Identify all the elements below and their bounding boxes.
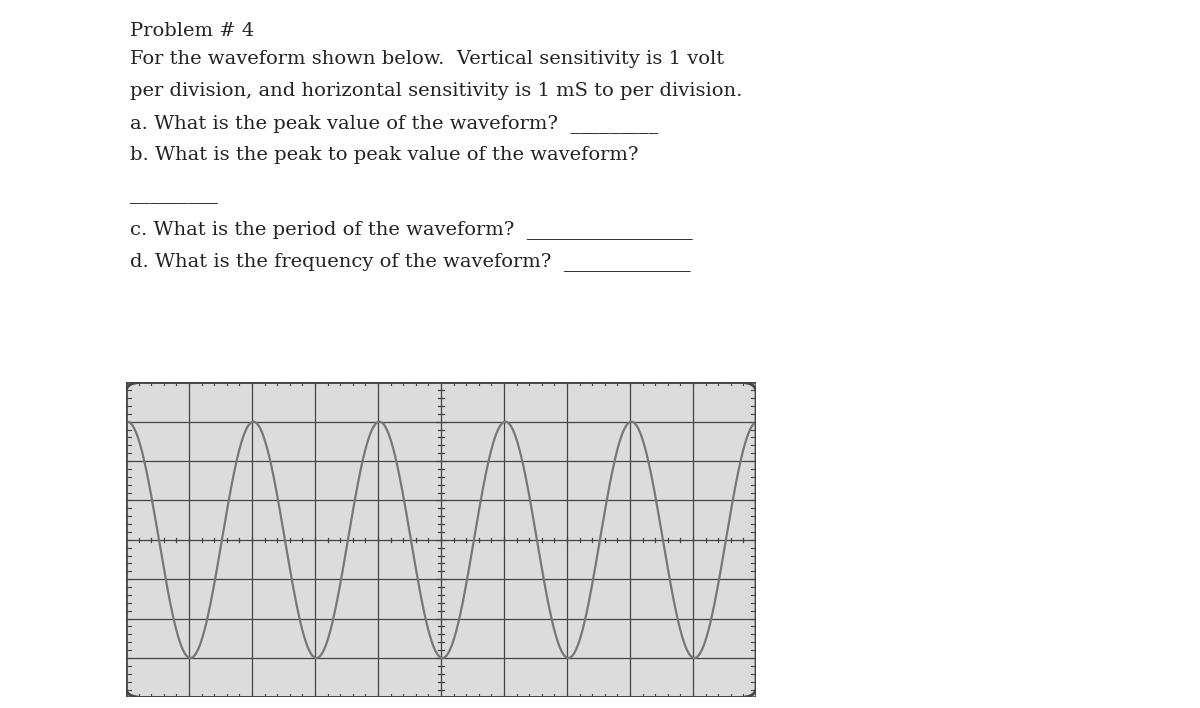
Text: per division, and horizontal sensitivity is 1 mS to per division.: per division, and horizontal sensitivity… (130, 82, 743, 100)
Text: For the waveform shown below.  Vertical sensitivity is 1 volt: For the waveform shown below. Vertical s… (130, 50, 724, 68)
Text: c. What is the period of the waveform?  _________________: c. What is the period of the waveform? _… (130, 220, 692, 239)
Text: a. What is the peak value of the waveform?  _________: a. What is the peak value of the wavefor… (130, 114, 659, 133)
Text: b. What is the peak to peak value of the waveform?: b. What is the peak to peak value of the… (130, 146, 638, 164)
Text: _________: _________ (130, 186, 217, 204)
Text: d. What is the frequency of the waveform?  _____________: d. What is the frequency of the waveform… (130, 252, 691, 271)
Text: Problem # 4: Problem # 4 (130, 22, 254, 40)
